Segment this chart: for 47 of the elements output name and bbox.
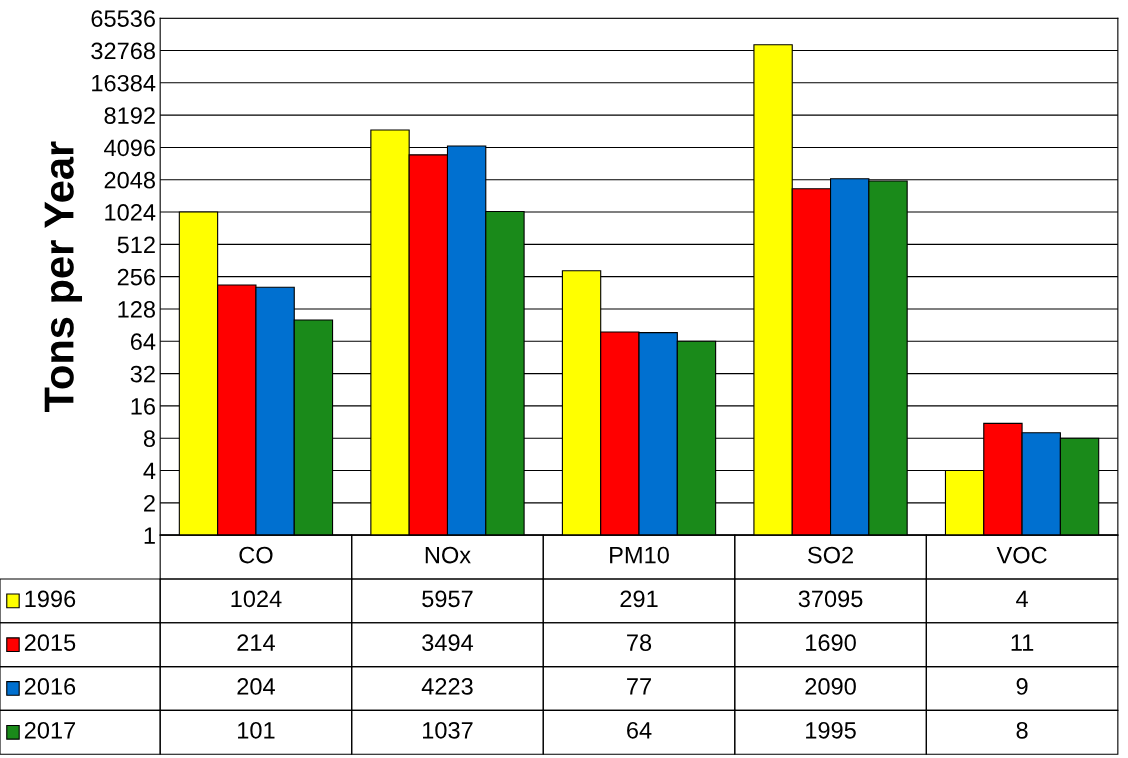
data-label: 2090	[805, 678, 856, 695]
y-tick-label: 1024	[105, 204, 156, 221]
x-tick-label: SO2	[808, 546, 853, 564]
y-tick-label: 65536	[91, 10, 155, 27]
legend-label: 2016	[24, 678, 76, 695]
data-label: 9	[1016, 678, 1028, 695]
y-tick-label: 16384	[92, 74, 156, 92]
y-tick-label: 512	[117, 236, 155, 254]
y-tick-label: 256	[117, 268, 155, 286]
data-label: 3494	[422, 634, 474, 652]
legend-label: 2015	[24, 634, 76, 652]
x-tick-label: NOx	[425, 546, 471, 564]
data-label: 214	[237, 634, 275, 651]
x-tick-label: CO	[239, 546, 273, 564]
data-label: 11	[1011, 634, 1034, 651]
data-label: 77	[627, 678, 651, 695]
y-axis-title: Tons per Year	[44, 141, 83, 413]
data-label: 5957	[422, 590, 473, 608]
y-tick-label: 1	[144, 527, 155, 544]
y-tick-label: 32	[130, 365, 155, 383]
y-tick-label: 4096	[104, 139, 155, 157]
data-label: 8	[1016, 721, 1028, 739]
y-tick-label: 8	[143, 430, 155, 448]
y-tick-label: 8192	[104, 107, 155, 124]
data-label: 1037	[423, 721, 473, 739]
data-label: 4	[1016, 590, 1028, 607]
data-label: 4223	[421, 678, 473, 695]
y-tick-label: 4	[143, 462, 156, 480]
x-tick-label: VOC	[996, 546, 1047, 564]
data-label: 204	[237, 678, 275, 695]
data-label: 101	[238, 721, 275, 739]
y-tick-label: 32768	[91, 42, 155, 60]
x-tick-label: PM10	[610, 546, 669, 564]
y-tick-label: 2048	[104, 171, 155, 189]
data-label: 78	[627, 634, 652, 652]
data-label: 1995	[806, 721, 856, 739]
data-label: 291	[620, 590, 658, 608]
data-label: 37095	[798, 590, 863, 608]
y-tick-label: 64	[130, 333, 156, 351]
legend-label: 2017	[24, 721, 76, 739]
data-label: 1024	[231, 590, 282, 608]
y-tick-label: 16	[131, 397, 155, 415]
data-label: 1690	[806, 634, 856, 652]
y-tick-label: 128	[118, 301, 155, 318]
legend-label: 1996	[25, 590, 76, 608]
data-label: 64	[627, 721, 652, 739]
y-tick-label: 2	[144, 494, 155, 512]
